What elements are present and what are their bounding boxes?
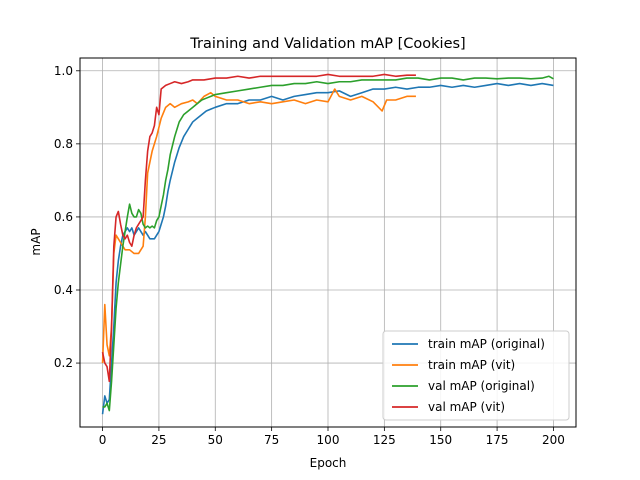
x-tick-label: 0: [99, 433, 107, 447]
series-layer: [101, 73, 554, 415]
x-tick-label: 75: [264, 433, 279, 447]
x-tick-label: 125: [373, 433, 396, 447]
y-tick-label: 0.6: [54, 210, 73, 224]
x-tick-label: 175: [486, 433, 509, 447]
chart-title: Training and Validation mAP [Cookies]: [189, 36, 465, 52]
series-line-3: [102, 75, 554, 412]
legend-entry: val mAP (vit): [428, 400, 505, 414]
y-axis-label: mAP: [29, 228, 43, 255]
x-axis-label: Epoch: [310, 456, 347, 470]
legend-entry: train mAP (original): [428, 337, 545, 351]
series-line-1: [101, 82, 554, 415]
legend-entry: val mAP (original): [428, 379, 535, 393]
legend-box: [382, 330, 570, 421]
x-tick-label: 25: [151, 433, 166, 447]
series-line-4: [101, 73, 416, 383]
y-tick-label: 0.4: [54, 283, 73, 297]
x-tick-label: 50: [208, 433, 223, 447]
y-tick-label: 0.2: [54, 356, 73, 370]
legend-entry: train mAP (vit): [428, 358, 515, 372]
legend: train mAP (original) train mAP (vit) val m…: [382, 330, 570, 421]
y-tick-label: 1.0: [54, 64, 73, 78]
x-tick-label: 200: [542, 433, 565, 447]
series-line-2: [101, 88, 416, 364]
x-tick-label: 150: [429, 433, 452, 447]
y-tick-label: 0.8: [54, 137, 73, 151]
x-tick-label: 100: [317, 433, 340, 447]
ticks: 0 25 50 75 100 125 150 175 200 0.2 0.4 0.6 0.8 1.0: [54, 64, 565, 447]
